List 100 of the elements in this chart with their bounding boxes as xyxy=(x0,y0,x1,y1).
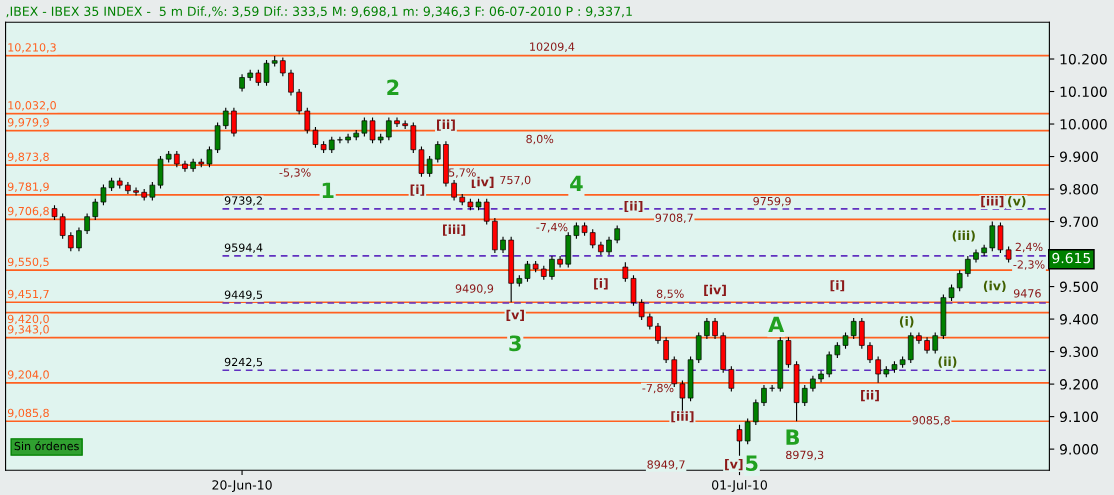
y-tick-label: 9.700 xyxy=(1059,216,1098,228)
candlestick xyxy=(769,384,775,393)
annotation: 1 xyxy=(322,182,334,199)
annotation: 757,0 xyxy=(500,175,531,186)
candlestick xyxy=(704,317,710,340)
annotation: 9759,9 xyxy=(753,196,791,207)
candlestick xyxy=(418,145,425,178)
annotation: [iii] xyxy=(981,196,1004,208)
ref-line-label: 9,420,0 xyxy=(7,314,49,325)
y-tick-label: 9.100 xyxy=(1059,411,1098,423)
candlestick xyxy=(483,198,490,226)
candlestick xyxy=(712,317,718,340)
x-tick-label: 01-Jul-10 xyxy=(712,479,767,492)
candlestick xyxy=(68,231,74,252)
candlestick xyxy=(451,179,457,201)
candlestick xyxy=(638,298,645,321)
annotation: -7,4% xyxy=(536,222,568,233)
y-tick-label: 10.100 xyxy=(1060,86,1107,97)
candlestick xyxy=(337,136,343,144)
candlestick xyxy=(932,331,939,355)
candlestick xyxy=(916,331,922,345)
candlestick xyxy=(304,107,311,135)
ref-line-label: 9,873,8 xyxy=(7,152,49,163)
candlestick xyxy=(622,261,629,283)
annotation: 8949,7 xyxy=(647,460,685,470)
candlestick xyxy=(663,336,669,364)
ref-line-label: 9,451,7 xyxy=(7,289,49,300)
annotation: [i] xyxy=(410,184,425,196)
annotation: [iii] xyxy=(443,224,466,236)
annotation: [i] xyxy=(830,280,845,292)
annotation: 3 xyxy=(509,335,521,352)
annotation: (v) xyxy=(1008,196,1026,208)
y-tick-label: 10.000 xyxy=(1060,119,1107,130)
x-tick-label: 20-Jun-10 xyxy=(212,480,272,492)
candlestick xyxy=(231,107,237,137)
candlestick xyxy=(149,181,156,201)
annotation: 8979,3 xyxy=(786,450,824,461)
ref-line-label: 9594,4 xyxy=(224,243,263,253)
y-tick-label: 9.300 xyxy=(1059,346,1098,358)
annotation: [ii] xyxy=(861,390,879,402)
candlestick xyxy=(989,221,996,252)
ref-line-label: 9,085,8 xyxy=(7,408,49,419)
y-tick-label: 9.400 xyxy=(1059,314,1098,325)
y-tick-label: 9.200 xyxy=(1059,379,1098,390)
annotation: (ii) xyxy=(938,356,957,368)
candlestick xyxy=(850,317,857,340)
candlestick xyxy=(655,322,661,345)
annotation: B xyxy=(786,429,799,445)
y-tick-label: 9.500 xyxy=(1059,281,1098,293)
candlestick xyxy=(426,155,433,178)
annotation: 8,0% xyxy=(526,134,554,145)
annotation: [iv] xyxy=(704,284,726,296)
annotation: [v] xyxy=(725,459,743,471)
candlestick xyxy=(761,384,767,407)
ref-line-label: 9,706,8 xyxy=(7,206,49,217)
annotation: A xyxy=(768,316,785,332)
candlestick xyxy=(59,212,66,240)
y-tick-label: 9.900 xyxy=(1059,151,1098,163)
candlestick xyxy=(753,398,759,426)
candlestick xyxy=(369,116,376,144)
annotation: [v] xyxy=(506,309,524,321)
annotation: (i) xyxy=(899,316,914,328)
ref-line-label: 9,979,9 xyxy=(7,118,49,128)
candlestick xyxy=(76,226,82,252)
y-tick-label: 9.000 xyxy=(1059,444,1098,455)
candlestick xyxy=(296,88,302,115)
ref-line-label: 10,032,0 xyxy=(8,101,56,111)
candlestick xyxy=(744,418,751,445)
candlestick xyxy=(133,186,139,197)
chart-title: ,IBEX - IBEX 35 INDEX - 5 m Dif.,%: 3,59 Dif.: 333,5 M: 9,698,1 m: 9,346,3 F: 06-07-2010 P : 9,337,1 xyxy=(6,6,632,18)
annotation: Sin órdenes xyxy=(14,441,79,451)
candlestick xyxy=(589,228,596,249)
annotation: 4 xyxy=(570,175,583,191)
ref-line-label: 9,204,0 xyxy=(7,370,49,380)
text: 2,4% xyxy=(1015,242,1043,253)
ref-line-label: 9,781,9 xyxy=(7,182,49,192)
text: 9.615 xyxy=(1052,252,1091,264)
candlestick xyxy=(434,140,441,163)
ref-line-label: 9,343,0 xyxy=(7,325,49,335)
candlestick xyxy=(606,236,612,256)
candlestick xyxy=(801,384,808,407)
candlestick xyxy=(965,255,971,278)
candlestick xyxy=(92,198,99,221)
ref-line-label: 9739,2 xyxy=(224,196,262,206)
annotation: 5 xyxy=(746,455,758,472)
ref-line-label: 9242,5 xyxy=(224,357,263,368)
annotation: -7,8% xyxy=(642,383,674,394)
annotation: [i] xyxy=(594,278,608,290)
candlestick xyxy=(736,424,743,457)
candlestick xyxy=(288,69,294,96)
annotation: [ii] xyxy=(437,119,455,131)
annotation: -5,3% xyxy=(279,168,311,178)
annotation: 2 xyxy=(387,79,399,95)
annotation: [iii] xyxy=(671,411,694,423)
candlestick xyxy=(84,212,90,235)
text: -2,3% xyxy=(1013,260,1045,270)
ref-line-label: 9,550,5 xyxy=(7,257,49,268)
annotation: 9490,9 xyxy=(455,284,494,294)
candlestick xyxy=(826,351,832,378)
candlestick xyxy=(394,116,400,128)
